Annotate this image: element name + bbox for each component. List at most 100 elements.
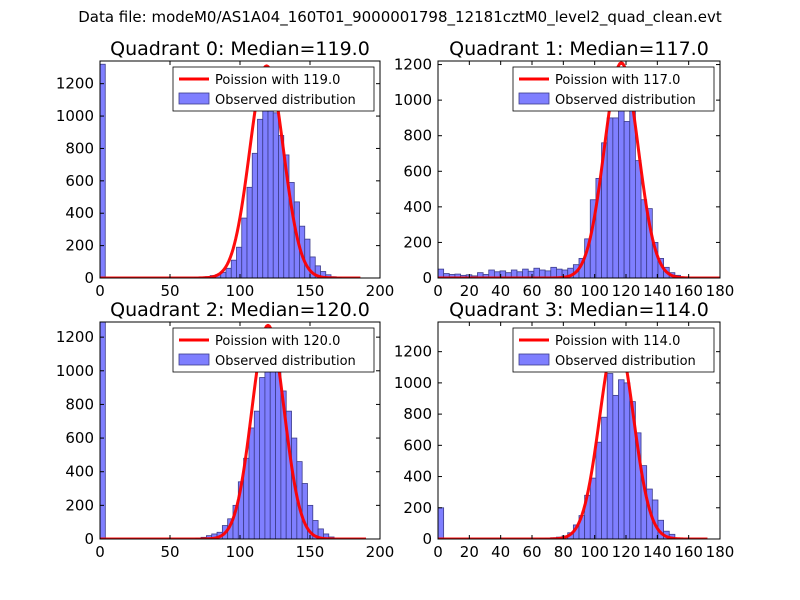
legend-label-observed: Observed distribution <box>215 354 356 369</box>
figure-suptitle: Data file: modeM0/AS1A04_160T01_90000017… <box>78 8 722 26</box>
histogram-bar <box>267 102 274 278</box>
histogram-bar <box>246 186 253 278</box>
legend-label-poisson: Poission with 120.0 <box>215 334 340 349</box>
histogram-bar <box>635 160 642 278</box>
histogram-bar <box>301 483 308 539</box>
x-tick-label: 80 <box>554 543 573 561</box>
x-tick-label: 140 <box>643 282 672 300</box>
y-tick-label: 1000 <box>394 374 432 392</box>
histogram-bar <box>612 394 619 539</box>
legend-label-poisson: Poission with 117.0 <box>555 73 680 88</box>
y-tick-label: 600 <box>65 429 94 447</box>
legend-bar-swatch <box>518 92 550 105</box>
x-tick-label: 100 <box>580 282 609 300</box>
x-tick-label: 150 <box>296 282 325 300</box>
y-tick-label: 1000 <box>56 107 94 125</box>
legend: Poission with 119.0 Observed distribution <box>172 66 375 112</box>
x-tick-label: 60 <box>522 282 541 300</box>
panel-title: Quadrant 0: Median=119.0 <box>110 38 370 60</box>
histogram-bar <box>251 152 258 278</box>
y-tick-label: 400 <box>403 198 432 216</box>
y-tick-label: 0 <box>422 530 432 548</box>
panel-title: Quadrant 3: Median=114.0 <box>449 299 709 321</box>
legend-bar-swatch <box>518 353 550 366</box>
y-tick-label: 1200 <box>394 343 432 361</box>
poisson-curve <box>438 61 720 278</box>
y-tick-label: 0 <box>84 269 94 287</box>
histogram-bar <box>230 259 237 278</box>
y-tick-label: 800 <box>403 127 432 145</box>
y-tick-label: 1200 <box>394 56 432 74</box>
legend-label-observed: Observed distribution <box>555 354 696 369</box>
x-tick-label: 0 <box>433 282 443 300</box>
x-tick-label: 100 <box>580 543 609 561</box>
y-tick-label: 600 <box>403 436 432 454</box>
histogram-bar <box>236 246 243 278</box>
histogram-bar <box>100 63 106 278</box>
quadrant-3-panel: 0 20 40 60 80 100 120 140 160 180 0 200 400 600 800 100… <box>394 299 735 561</box>
x-tick-label: 80 <box>554 282 573 300</box>
y-tick-label: 200 <box>65 237 94 255</box>
quadrant-0-panel: 0 50 100 150 200 0 200 400 600 800 1000 1200 Quadran… <box>56 38 395 300</box>
y-tick-label: 0 <box>84 530 94 548</box>
histogram-bar <box>595 441 602 539</box>
x-tick-label: 0 <box>95 282 105 300</box>
panel-title: Quadrant 1: Median=117.0 <box>449 38 709 60</box>
y-tick-label: 600 <box>403 162 432 180</box>
y-tick-label: 800 <box>65 139 94 157</box>
histogram-bar <box>259 377 266 539</box>
histogram-bar <box>241 217 248 278</box>
x-tick-label: 20 <box>460 282 479 300</box>
legend-label-poisson: Poission with 114.0 <box>555 334 680 349</box>
x-tick-label: 120 <box>612 543 641 561</box>
legend-label-poisson: Poission with 119.0 <box>215 73 340 88</box>
y-tick-label: 400 <box>403 468 432 486</box>
histogram-bar <box>618 96 625 278</box>
histogram-bar <box>248 427 255 539</box>
histogram-bar <box>589 477 597 539</box>
x-tick-label: 120 <box>612 282 641 300</box>
legend-label-observed: Observed distribution <box>215 93 356 108</box>
legend: Poission with 120.0 Observed distribution <box>172 327 375 373</box>
legend-bar-swatch <box>178 92 210 105</box>
histogram-bar <box>601 416 608 539</box>
y-tick-label: 800 <box>65 395 94 413</box>
y-tick-label: 1000 <box>56 362 94 380</box>
x-tick-label: 160 <box>674 543 703 561</box>
x-tick-label: 0 <box>95 543 105 561</box>
histogram-bar <box>275 367 282 539</box>
y-tick-label: 400 <box>65 463 94 481</box>
histogram-bar <box>606 117 614 278</box>
y-tick-label: 800 <box>403 405 432 423</box>
histogram-bar <box>225 267 232 278</box>
histogram-bar <box>618 379 625 539</box>
x-tick-label: 180 <box>706 543 735 561</box>
legend-label-observed: Observed distribution <box>555 93 696 108</box>
legend-bar-swatch <box>178 353 210 366</box>
histogram-bar <box>606 373 614 539</box>
histogram-bar <box>438 507 445 539</box>
x-tick-label: 50 <box>160 543 179 561</box>
quadrant-2-panel: 0 50 100 150 200 0 200 400 600 800 1000 1200 Quadran… <box>56 299 395 561</box>
histogram-bar <box>264 356 271 539</box>
y-tick-label: 600 <box>65 172 94 190</box>
axes-frame <box>437 321 721 540</box>
quadrant-1-panel: 0 20 40 60 80 100 120 140 160 180 0 200 400 600 800 100… <box>394 38 735 300</box>
histogram-bar <box>253 410 260 539</box>
histogram-bar <box>257 118 264 278</box>
x-tick-label: 100 <box>226 282 255 300</box>
histogram-bar <box>304 238 311 278</box>
poisson-curve <box>438 334 708 539</box>
histogram-bar <box>272 112 279 278</box>
panel-title: Quadrant 2: Median=120.0 <box>110 299 370 321</box>
x-tick-label: 160 <box>674 282 703 300</box>
y-tick-label: 200 <box>65 496 94 514</box>
x-tick-label: 60 <box>522 543 541 561</box>
histogram-bar <box>612 117 619 278</box>
x-tick-label: 40 <box>491 282 510 300</box>
x-tick-label: 200 <box>366 282 395 300</box>
histogram-bar <box>323 533 330 539</box>
legend: Poission with 117.0 Observed distribution <box>512 66 715 112</box>
poisson-curve <box>100 323 367 539</box>
histogram-bar <box>269 360 276 539</box>
